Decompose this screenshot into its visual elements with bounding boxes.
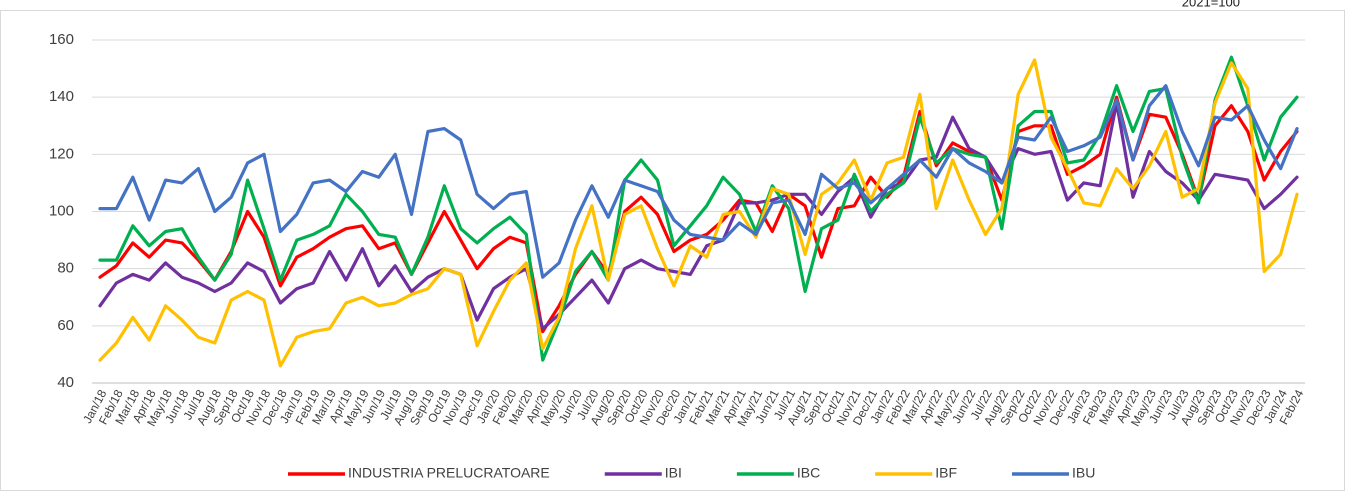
y-tick-label: 40 [57, 374, 74, 391]
chart-subtitle: 2021=100 [1182, 0, 1240, 9]
y-tick-label: 80 [57, 260, 74, 277]
y-tick-label: 60 [57, 317, 74, 334]
series-line [98, 101, 1299, 331]
legend-label: IBF [935, 465, 957, 481]
series-line [98, 58, 1299, 368]
y-tick-label: 100 [49, 202, 74, 219]
series-line [98, 84, 1299, 279]
chart-border [0, 10, 1345, 491]
legend-label: IBC [797, 465, 820, 481]
y-tick-label: 140 [49, 88, 74, 105]
legend-label: IBI [665, 465, 682, 481]
legend-label: INDUSTRIA PRELUCRATOARE [348, 465, 550, 481]
y-tick-label: 120 [49, 145, 74, 162]
y-tick-label: 160 [49, 31, 74, 48]
legend-label: IBU [1072, 465, 1095, 481]
